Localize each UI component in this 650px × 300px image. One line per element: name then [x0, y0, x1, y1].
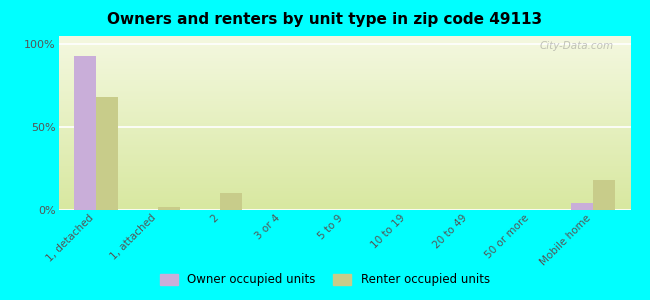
Bar	[220, 194, 242, 210]
Bar	[74, 56, 96, 210]
Text: Owners and renters by unit type in zip code 49113: Owners and renters by unit type in zip c…	[107, 12, 543, 27]
Bar	[571, 203, 593, 210]
Bar	[158, 207, 180, 210]
Legend: Owner occupied units, Renter occupied units: Owner occupied units, Renter occupied un…	[155, 269, 495, 291]
Bar	[96, 97, 118, 210]
Text: City-Data.com: City-Data.com	[540, 41, 614, 51]
Bar	[593, 180, 615, 210]
